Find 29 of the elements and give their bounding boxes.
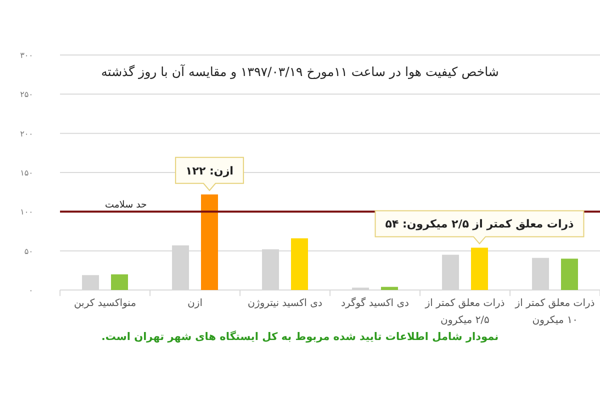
annotation: ازن: ۱۲۲ <box>186 164 234 178</box>
bar <box>291 238 308 290</box>
bar <box>561 258 578 290</box>
y-tick-label: ۲۰۰ <box>20 129 33 138</box>
x-tick-label: منواکسید کربن <box>72 297 138 311</box>
ref-line-label: حد سلامت <box>105 200 148 211</box>
callout: ازن: ۱۲۲ <box>175 156 244 192</box>
y-tick-label: ۰ <box>28 286 33 295</box>
x-tick-label: دی اکسید گوگرد <box>340 296 410 311</box>
bar <box>442 254 459 290</box>
bar <box>471 248 488 290</box>
y-tick-label: ۳۰۰ <box>20 51 33 60</box>
text: شاخص کیفیت هوا در ساعت ۱۱مورخ ۱۳۹۷/۰۳/۱۹ و مقایسه آن با روز گذشته <box>101 64 499 80</box>
callout: ذرات معلق کمتر از ۲/۵ میکرون: ۵۴ <box>374 210 584 244</box>
text: نمودار شامل اطلاعات تایید شده مربوط به کل ایستگاه های شهر تهران است. <box>101 330 499 343</box>
y-tick-label: ۱۵۰ <box>20 168 33 178</box>
bar <box>82 275 99 290</box>
bar <box>532 258 549 290</box>
x-tick-label: ازن <box>186 297 204 311</box>
y-tick-label: ۵۰ <box>24 246 33 256</box>
bar <box>111 274 128 290</box>
x-tick-label: ذرات معلق کمتر از ۲/۵ میکرون <box>424 297 506 328</box>
y-tick-label: ۲۵۰ <box>20 90 33 100</box>
x-tick-label: ذرات معلق کمتر از ۱۰ میکرون <box>514 297 596 328</box>
annotation: ذرات معلق کمتر از ۲/۵ میکرون: ۵۴ <box>385 218 574 231</box>
x-tick-label: دی اکسید نیتروژن <box>246 297 324 311</box>
bar <box>201 194 218 290</box>
bar <box>381 286 398 290</box>
y-tick-label: ۱۰۰ <box>20 208 33 217</box>
